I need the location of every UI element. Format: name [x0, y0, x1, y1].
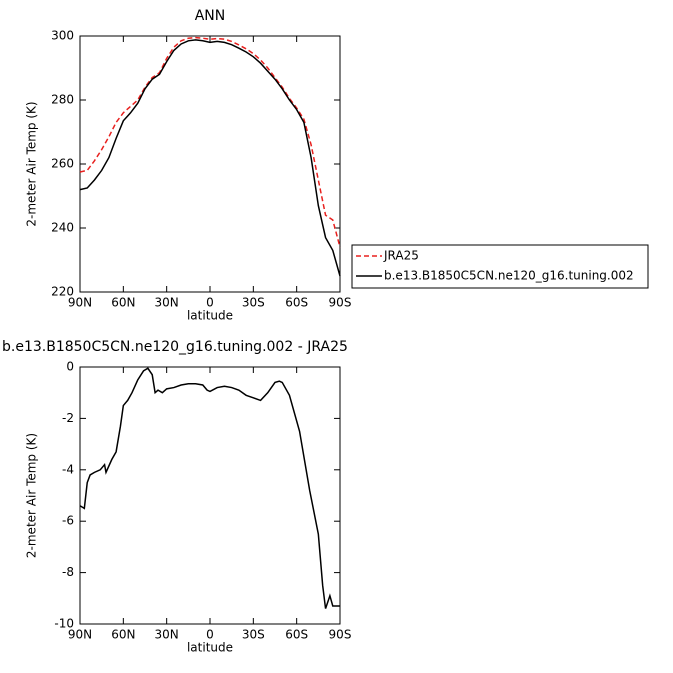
chart-title: ANN: [195, 8, 226, 24]
legend-label: b.e13.B1850C5CN.ne120_g16.tuning.002: [384, 269, 634, 283]
y-axis-label: 2-meter Air Temp (K): [25, 433, 39, 558]
legend-label: JRA25: [383, 249, 419, 263]
data-line: [79, 36, 341, 248]
y-tick-label: 300: [51, 29, 74, 43]
y-tick-label: -8: [62, 565, 74, 579]
data-line: [79, 39, 341, 277]
y-tick-label: 0: [66, 360, 74, 374]
plot-frame: [79, 35, 341, 293]
y-tick-label: 260: [51, 157, 74, 171]
x-tick-label: 90N: [68, 296, 92, 310]
x-tick-label: 60S: [285, 628, 308, 642]
x-tick-label: 90S: [329, 628, 352, 642]
y-axis-label: 2-meter Air Temp (K): [25, 101, 39, 226]
x-tick-label: 90S: [329, 296, 352, 310]
y-tick-label: -4: [62, 462, 74, 476]
y-tick-label: -6: [62, 514, 74, 528]
y-tick-label: 240: [51, 221, 74, 235]
x-tick-label: 60N: [111, 628, 135, 642]
x-tick-label: 30S: [242, 296, 265, 310]
x-tick-label: 30S: [242, 628, 265, 642]
x-axis-label: latitude: [187, 309, 233, 323]
x-tick-label: 90N: [68, 628, 92, 642]
y-tick-label: 220: [51, 285, 74, 299]
x-tick-label: 60N: [111, 296, 135, 310]
x-tick-label: 30N: [155, 628, 179, 642]
x-axis-label: latitude: [187, 641, 233, 655]
plot-frame: [79, 366, 341, 625]
x-tick-label: 0: [206, 628, 214, 642]
y-tick-label: -2: [62, 411, 74, 425]
y-tick-label: 280: [51, 93, 74, 107]
y-tick-label: -10: [54, 617, 74, 631]
legend-box: [351, 244, 649, 289]
x-tick-label: 30N: [155, 296, 179, 310]
x-tick-label: 0: [206, 296, 214, 310]
x-tick-label: 60S: [285, 296, 308, 310]
data-line: [79, 367, 340, 609]
chart-title: b.e13.B1850C5CN.ne120_g16.tuning.002 - J…: [2, 339, 348, 355]
